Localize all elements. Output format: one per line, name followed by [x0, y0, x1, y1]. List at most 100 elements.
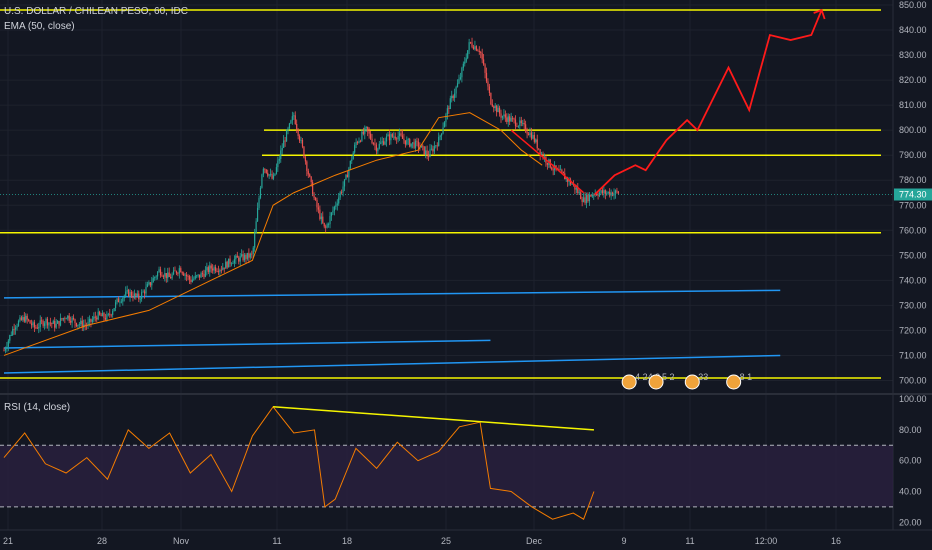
candle-body — [474, 46, 476, 50]
forecast-line — [593, 9, 823, 196]
price-tick-label: 850.00 — [899, 0, 927, 10]
candle-body — [141, 292, 143, 299]
candle-body — [461, 67, 463, 78]
candle-body — [369, 133, 372, 139]
candle-body — [335, 205, 337, 207]
candle-body — [35, 327, 37, 329]
candle-body — [203, 274, 205, 277]
candle-body — [416, 140, 418, 142]
candle-body — [552, 169, 554, 171]
candle-body — [71, 317, 73, 323]
last-price-tag — [894, 188, 932, 201]
candle-body — [448, 108, 450, 110]
candle-body — [151, 282, 153, 286]
candle-body — [199, 274, 201, 278]
candle-body — [367, 126, 369, 132]
candle-body — [407, 139, 409, 140]
candle-body — [65, 318, 67, 320]
candle-body — [287, 128, 289, 131]
symbol-title[interactable]: U.S. DOLLAR / CHILEAN PESO, 60, IDC — [4, 6, 188, 17]
candle-body — [446, 108, 448, 115]
time-axis[interactable]: 21 28 Nov 11 18 25 Dec 9 11 12:00 16 — [3, 536, 841, 546]
last-price-label: 774.30 — [899, 189, 927, 199]
forecast-path[interactable] — [510, 8, 826, 196]
candle-body — [103, 313, 105, 318]
price-tick-label: 740.00 — [899, 275, 927, 285]
candle-body — [410, 143, 412, 147]
candle-body — [238, 257, 240, 262]
candle-body — [116, 298, 118, 303]
candle-body — [57, 320, 59, 324]
candle-body — [372, 143, 375, 144]
candle-body — [78, 324, 80, 325]
price-tick-label: 810.00 — [899, 100, 927, 110]
ema-legend[interactable]: EMA (50, close) — [4, 21, 75, 32]
candle-body — [138, 293, 140, 299]
candle-body — [284, 140, 286, 142]
candle-body — [20, 317, 22, 320]
candle-body — [132, 296, 134, 298]
candle-body — [264, 168, 266, 170]
candle-body — [25, 315, 27, 322]
candle-body — [414, 140, 417, 148]
candle-body — [16, 325, 18, 328]
rsi-tick-label: 80.00 — [899, 425, 922, 435]
candle-body — [529, 132, 531, 136]
candle-body — [232, 263, 234, 265]
candle-body — [172, 270, 175, 275]
candle-body — [223, 267, 225, 269]
time-tick-label: 11 — [272, 536, 281, 546]
price-tick-label: 730.00 — [899, 300, 927, 310]
candle-body — [346, 174, 349, 178]
candle-body — [296, 123, 298, 130]
candle-body — [200, 273, 202, 278]
candle-body — [498, 107, 501, 114]
rsi-tick-label: 60.00 — [899, 456, 922, 466]
candle-body — [452, 95, 454, 98]
candle-body — [330, 212, 333, 217]
candle-body — [262, 168, 264, 175]
candle-body — [303, 146, 305, 158]
candle-body — [493, 106, 495, 109]
candle-body — [526, 131, 528, 134]
price-tick-label: 700.00 — [899, 375, 927, 385]
event-count: 5 2 — [662, 372, 675, 382]
candle-body — [513, 118, 515, 120]
candle-body — [596, 193, 598, 195]
candle-body — [114, 302, 117, 309]
candle-body — [3, 350, 5, 352]
candle-body — [584, 197, 586, 204]
candle-body — [242, 254, 244, 261]
price-tick-label: 820.00 — [899, 75, 927, 85]
time-tick-label: 12:00 — [755, 536, 778, 546]
candle-body — [562, 171, 564, 174]
rsi-tick-label: 100.00 — [899, 394, 927, 404]
candle-body — [443, 122, 446, 128]
candle-body — [497, 107, 499, 113]
candle-body — [178, 268, 180, 274]
candle-body — [126, 290, 128, 292]
candle-body — [313, 195, 315, 198]
candle-body — [533, 135, 535, 142]
price-axis[interactable]: 700.00 710.00 720.00 730.00 740.00 750.00 760.… — [0, 0, 932, 527]
rsi-legend[interactable]: RSI (14, close) — [4, 402, 71, 413]
candle-body — [527, 133, 530, 136]
candle-body — [501, 116, 504, 118]
candle-body — [459, 77, 462, 79]
candle-body — [432, 148, 434, 152]
candle-body — [281, 148, 283, 151]
candle-body — [325, 226, 327, 228]
candle-body — [255, 221, 257, 234]
candle-body — [277, 160, 279, 168]
event-count: 33 — [698, 372, 708, 382]
candle-body — [507, 116, 509, 122]
candle-body — [48, 322, 50, 326]
candle-body — [4, 348, 7, 351]
candle-body — [480, 51, 482, 53]
candle-body — [454, 93, 456, 98]
candle-body — [487, 81, 489, 87]
candle-body — [91, 319, 93, 322]
candle-body — [412, 142, 414, 144]
